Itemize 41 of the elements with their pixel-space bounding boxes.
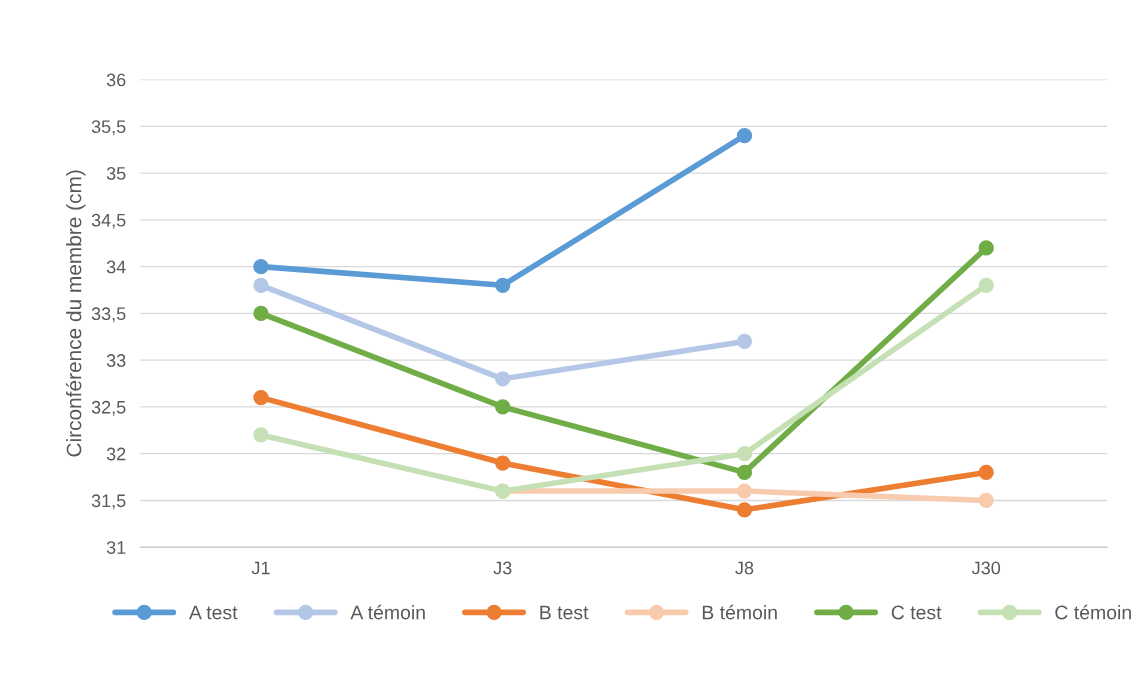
point xyxy=(736,333,753,350)
y-tick-label: 33 xyxy=(106,354,126,367)
point xyxy=(736,483,753,499)
x-tick-label: J3 xyxy=(493,561,512,575)
point xyxy=(736,446,753,462)
point xyxy=(495,455,511,471)
point xyxy=(495,277,511,293)
point xyxy=(495,371,511,387)
y-tick-label: 31,5 xyxy=(91,494,126,510)
x-tick-label: J8 xyxy=(735,561,754,575)
y-tick-label: 34,5 xyxy=(91,213,126,229)
y-tick-label: 33,5 xyxy=(91,307,126,323)
point xyxy=(736,502,753,518)
legend-label: B témoin xyxy=(702,604,777,620)
legend-label: C témoin xyxy=(1055,604,1131,620)
x-tick-label: J1 xyxy=(251,561,270,575)
point xyxy=(978,277,994,293)
point xyxy=(253,427,269,443)
legend-label: C test xyxy=(891,605,942,620)
point xyxy=(253,277,269,293)
y-tick-label: 36 xyxy=(106,73,126,87)
x-tick-label: J30 xyxy=(971,561,1001,575)
y-tick-label: 32,5 xyxy=(91,400,126,416)
legend-label: A test xyxy=(188,605,238,620)
point xyxy=(736,464,753,481)
y-axis-title: Circonférence du membre (cm) xyxy=(65,170,86,457)
point xyxy=(736,128,753,144)
legend-label: A témoin xyxy=(350,604,425,620)
point xyxy=(253,258,269,275)
point xyxy=(978,240,994,256)
y-tick-label: 32 xyxy=(106,447,126,461)
point xyxy=(495,399,511,415)
legend-label: B test xyxy=(540,605,589,620)
point xyxy=(253,389,269,406)
y-tick-label: 35,5 xyxy=(91,120,126,136)
point xyxy=(253,305,269,322)
point xyxy=(978,464,994,481)
point xyxy=(978,492,994,509)
y-tick-label: 31 xyxy=(106,541,126,554)
y-tick-label: 35 xyxy=(106,167,126,180)
y-tick-label: 34 xyxy=(106,260,126,274)
